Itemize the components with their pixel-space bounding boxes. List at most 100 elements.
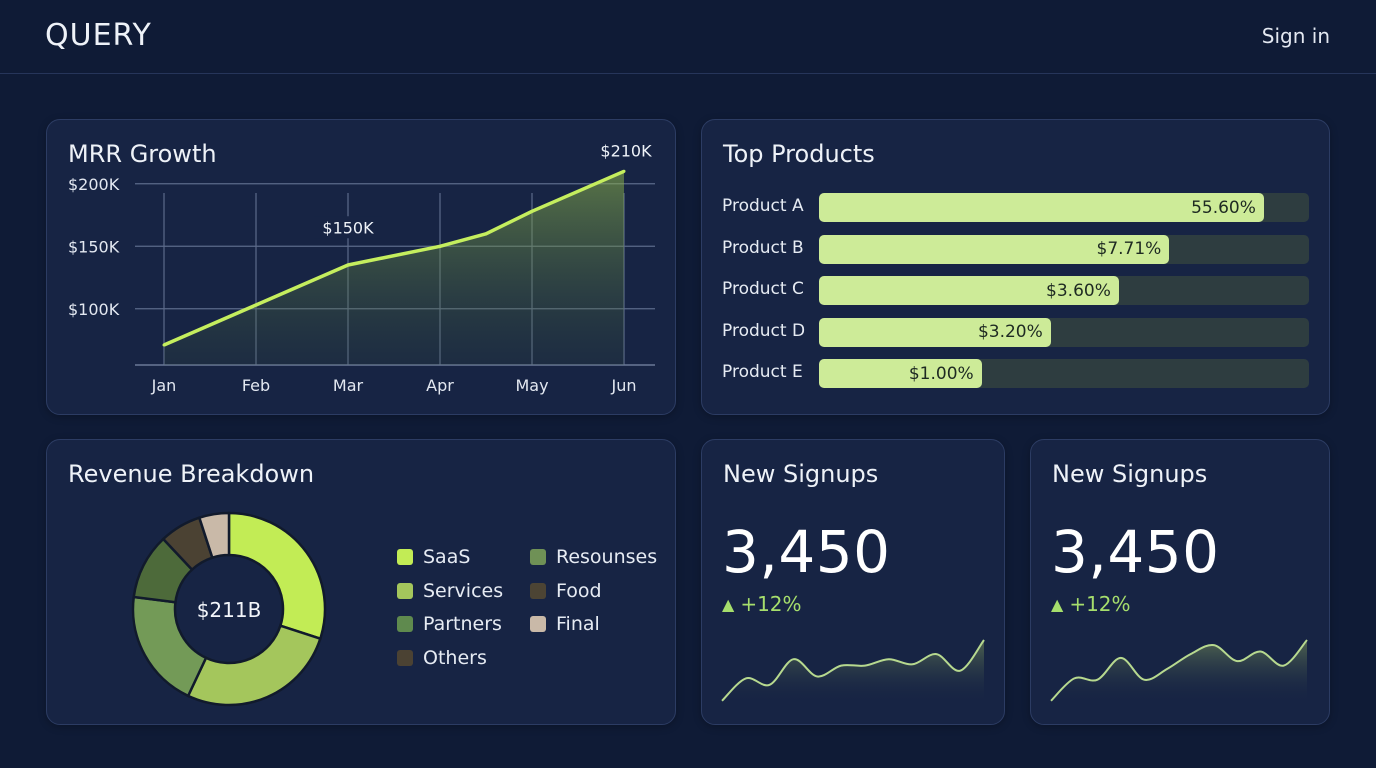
signups-value: 3,450 [722, 518, 891, 586]
legend-swatch [530, 582, 546, 599]
legend-item[interactable]: Services [397, 580, 503, 602]
data-point [346, 263, 350, 267]
data-point [438, 244, 442, 248]
product-value: $3.60% [1046, 280, 1111, 301]
data-label: $150K [322, 218, 374, 237]
donut-slice-services[interactable] [186, 624, 322, 707]
legend-swatch [530, 616, 546, 632]
product-row[interactable]: Product D $3.20% [722, 317, 1312, 347]
x-tick-label: Mar [333, 376, 364, 395]
card-title: New Signups [723, 460, 879, 488]
product-bar-track: 55.60% [819, 193, 1309, 222]
revenue-breakdown-card: Revenue Breakdown $211B SaaS Services Part… [46, 439, 676, 725]
legend-item[interactable]: Resounses [530, 546, 657, 568]
product-name: Product B [722, 237, 804, 258]
product-name: Product A [722, 196, 804, 216]
product-row[interactable]: Product E $1.00% [722, 359, 1312, 388]
x-tick-label: Jun [611, 376, 637, 395]
product-bar-track: $3.20% [819, 317, 1309, 347]
donut-slice-partners[interactable] [131, 595, 208, 698]
product-row[interactable]: Product A 55.60% [722, 193, 1312, 222]
donut-slice-saas[interactable] [227, 511, 327, 641]
product-bar-track: $7.71% [819, 234, 1309, 264]
donut-center-label: $211B [197, 598, 262, 622]
y-tick-label: $100K [68, 300, 120, 319]
product-bar-track: $3.60% [819, 276, 1309, 305]
sign-in-link[interactable]: Sign in [1261, 24, 1330, 48]
legend-item[interactable]: Others [397, 647, 487, 669]
product-value: $3.20% [977, 322, 1043, 342]
mrr-line-chart: $100K $150K $200K Jan Feb Mar Apr May Jun $150K… [68, 141, 655, 395]
x-tick-label: Feb [242, 376, 270, 395]
product-bar-fill: $7.71% [819, 234, 1170, 264]
legend-item[interactable]: SaaS [397, 546, 470, 568]
sparkline-line [721, 639, 985, 702]
product-bar-fill: $3.20% [819, 317, 1051, 347]
data-label: $210K [600, 141, 652, 160]
revenue-legend: SaaS Services Partners Others Resounses Food F… [397, 546, 677, 676]
delta-value: +12% [1069, 592, 1131, 616]
signups-delta: ▲ +12% [1051, 592, 1131, 616]
product-bar-fill: $3.60% [819, 276, 1119, 305]
legend-swatch [397, 549, 413, 565]
data-point [162, 343, 166, 347]
new-signups-card: New Signups 3,450 ▲ +12% [1030, 439, 1330, 725]
legend-label: Final [556, 613, 600, 635]
triangle-up-icon: ▲ [722, 594, 735, 614]
legend-label: SaaS [423, 546, 471, 568]
card-title: Revenue Breakdown [68, 460, 315, 488]
legend-label: Partners [423, 613, 502, 635]
card-title: Top Products [723, 140, 875, 168]
signups-delta: ▲ +12% [722, 592, 802, 616]
data-point [484, 232, 488, 236]
data-point [530, 209, 534, 213]
y-tick-label: $150K [68, 237, 120, 256]
brand-logo[interactable]: QUERY [45, 18, 152, 53]
product-value: $1.00% [908, 363, 974, 384]
top-bar: QUERY Sign in [0, 0, 1376, 74]
product-value: 55.60% [1191, 197, 1256, 218]
card-title: MRR Growth [68, 140, 217, 168]
delta-value: +12% [740, 592, 802, 616]
data-point [622, 169, 626, 173]
signups-value: 3,450 [1051, 518, 1220, 586]
product-row[interactable]: Product C $3.60% [722, 276, 1312, 305]
product-name: Product E [722, 362, 803, 382]
triangle-up-icon: ▲ [1051, 594, 1064, 614]
legend-item[interactable]: Final [530, 613, 600, 635]
x-tick-label: May [515, 376, 548, 395]
product-bar-fill: 55.60% [819, 193, 1264, 222]
legend-swatch [397, 649, 413, 666]
x-tick-label: Apr [426, 376, 454, 395]
legend-item[interactable]: Food [530, 580, 602, 602]
mrr-growth-card: MRR Growth $100K $150K $200K Jan Feb Mar Apr M… [46, 119, 676, 415]
revenue-donut-chart: $211B [131, 511, 327, 707]
top-products-card: Top Products Product A 55.60% Product B … [701, 119, 1330, 415]
product-bar-track: $1.00% [819, 359, 1309, 388]
sparkline-line [1050, 639, 1308, 702]
card-title: New Signups [1052, 460, 1208, 488]
legend-label: Others [423, 646, 487, 669]
legend-swatch [530, 549, 546, 565]
y-tick-label: $200K [68, 175, 120, 194]
sparkline-area [722, 640, 984, 704]
legend-label: Services [423, 579, 504, 602]
sparkline-area [1051, 640, 1307, 704]
legend-label: Food [556, 579, 602, 602]
product-name: Product D [722, 320, 806, 341]
x-tick-label: Jan [151, 376, 177, 395]
legend-item[interactable]: Partners [397, 613, 502, 635]
annotation-bg [314, 216, 382, 239]
legend-swatch [397, 616, 413, 632]
legend-swatch [397, 582, 413, 599]
data-point [254, 303, 258, 307]
mrr-area-fill [164, 171, 624, 365]
donut-slice-final[interactable] [197, 511, 231, 560]
new-signups-card: New Signups 3,450 ▲ +12% [701, 439, 1005, 725]
legend-label: Resounses [556, 546, 658, 568]
product-bar-fill: $1.00% [819, 359, 982, 388]
product-row[interactable]: Product B $7.71% [722, 234, 1312, 264]
signups-sparkline [721, 639, 985, 704]
product-name: Product C [722, 279, 804, 299]
signups-sparkline [1050, 639, 1308, 704]
